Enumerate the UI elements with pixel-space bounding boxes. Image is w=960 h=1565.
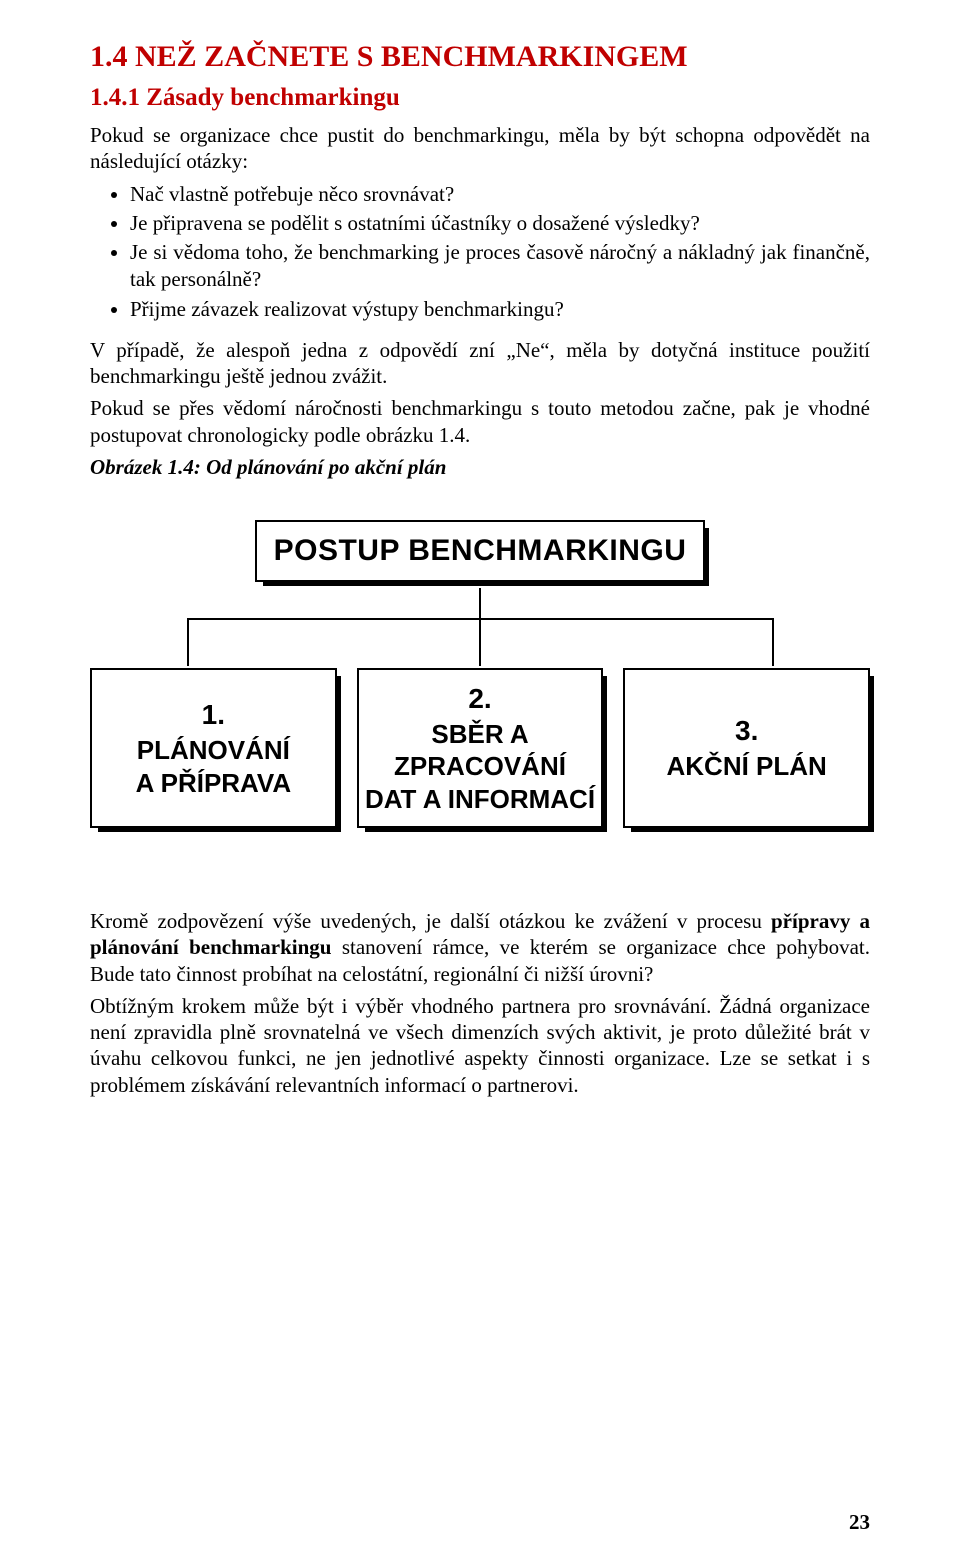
list-item: Je připravena se podělit s ostatními úča… xyxy=(130,210,870,237)
connector-line xyxy=(479,618,481,666)
connector-line xyxy=(772,618,774,666)
text-run: Kromě zodpovězení výše uvedených, je dal… xyxy=(90,909,771,933)
node-number: 3. xyxy=(735,713,758,748)
body-paragraph: Obtížným krokem může být i výběr vhodnéh… xyxy=(90,993,870,1098)
page-number: 23 xyxy=(849,1510,870,1535)
flowchart-diagram: POSTUP BENCHMARKINGU 1. PLÁNOVÁNÍ A PŘÍP… xyxy=(90,520,870,828)
list-item: Je si vědoma toho, že benchmarking je pr… xyxy=(130,239,870,294)
node-line: AKČNÍ PLÁN xyxy=(667,750,827,783)
list-item: Nač vlastně potřebuje něco srovnávat? xyxy=(130,181,870,208)
connector-line xyxy=(187,618,189,666)
node-line: DAT A INFORMACÍ xyxy=(365,783,595,816)
flowchart-children-row: 1. PLÁNOVÁNÍ A PŘÍPRAVA 2. SBĚR A ZPRACO… xyxy=(90,668,870,828)
body-paragraph: Kromě zodpovězení výše uvedených, je dal… xyxy=(90,908,870,987)
flowchart-child-node: 2. SBĚR A ZPRACOVÁNÍ DAT A INFORMACÍ xyxy=(357,668,604,828)
list-item: Přijme závazek realizovat výstupy benchm… xyxy=(130,296,870,323)
body-paragraph: Pokud se přes vědomí náročnosti benchmar… xyxy=(90,395,870,448)
flowchart-child-node: 3. AKČNÍ PLÁN xyxy=(623,668,870,828)
heading-section: 1.4 NEŽ ZAČNETE S BENCHMARKINGEM xyxy=(90,40,870,74)
document-page: 1.4 NEŽ ZAČNETE S BENCHMARKINGEM 1.4.1 Z… xyxy=(0,0,960,1565)
heading-subsection: 1.4.1 Zásady benchmarkingu xyxy=(90,84,870,112)
node-line: A PŘÍPRAVA xyxy=(136,767,292,800)
connector-line xyxy=(479,588,481,618)
flowchart-child-node: 1. PLÁNOVÁNÍ A PŘÍPRAVA xyxy=(90,668,337,828)
flowchart-connector xyxy=(90,588,870,668)
intro-paragraph: Pokud se organizace chce pustit do bench… xyxy=(90,122,870,175)
node-number: 2. xyxy=(468,681,491,716)
flowchart-root-node: POSTUP BENCHMARKINGU xyxy=(255,520,705,582)
question-list: Nač vlastně potřebuje něco srovnávat? Je… xyxy=(90,181,870,323)
node-number: 1. xyxy=(202,697,225,732)
figure-caption: Obrázek 1.4: Od plánování po akční plán xyxy=(90,454,870,480)
node-line: PLÁNOVÁNÍ xyxy=(137,734,290,767)
node-line: SBĚR A ZPRACOVÁNÍ xyxy=(365,718,596,783)
body-paragraph: V případě, že alespoň jedna z odpovědí z… xyxy=(90,337,870,390)
